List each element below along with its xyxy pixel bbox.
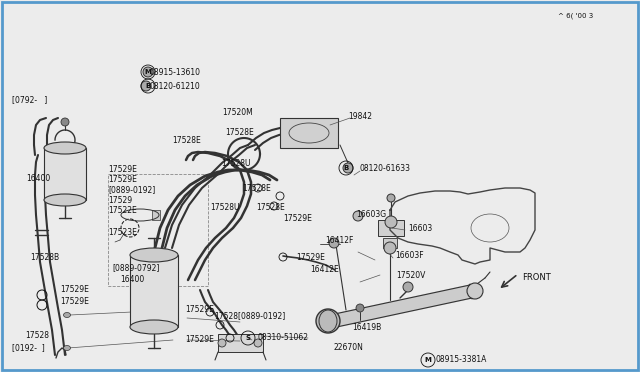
Text: 17520V: 17520V (396, 272, 426, 280)
Text: 08120-61633: 08120-61633 (360, 164, 411, 173)
Text: 16412E: 16412E (310, 266, 339, 275)
Bar (383, 238, 397, 248)
Bar (44, 148, 86, 200)
Text: 17529E: 17529E (60, 298, 89, 307)
Text: 08915-13610: 08915-13610 (150, 67, 201, 77)
Circle shape (387, 194, 395, 202)
Polygon shape (330, 285, 472, 328)
Text: 16603F: 16603F (395, 250, 424, 260)
Text: 17529E: 17529E (296, 253, 325, 263)
Text: 16419B: 16419B (352, 324, 381, 333)
Text: 17529E: 17529E (108, 164, 137, 173)
Text: 17528[0889-0192]: 17528[0889-0192] (214, 311, 285, 321)
Text: 08310-51062: 08310-51062 (258, 334, 309, 343)
Circle shape (141, 81, 151, 91)
Text: 16603: 16603 (408, 224, 432, 232)
Circle shape (385, 216, 397, 228)
Text: [0889-0792]: [0889-0792] (112, 263, 159, 273)
Bar (378, 220, 404, 236)
Text: [0192-  ]: [0192- ] (12, 343, 45, 353)
Text: 08120-61210: 08120-61210 (150, 81, 201, 90)
Circle shape (143, 67, 153, 77)
Text: 16400: 16400 (120, 276, 144, 285)
Bar (280, 118, 338, 148)
Text: 17529E: 17529E (185, 336, 214, 344)
Ellipse shape (63, 312, 70, 317)
Bar (130, 255, 178, 327)
Bar (152, 210, 160, 220)
Bar (218, 334, 263, 352)
Text: 17528E: 17528E (242, 183, 271, 192)
Text: B: B (344, 165, 349, 171)
Bar (108, 174, 208, 286)
Circle shape (343, 163, 353, 173)
Text: 17522E: 17522E (108, 205, 137, 215)
Text: 17529E: 17529E (108, 174, 137, 183)
Circle shape (467, 283, 483, 299)
Text: 17523E: 17523E (108, 228, 137, 237)
Text: 17528E: 17528E (256, 202, 285, 212)
Text: 17528U: 17528U (210, 202, 239, 212)
Text: 17528E: 17528E (225, 128, 253, 137)
Text: ^ 6( '00 3: ^ 6( '00 3 (558, 13, 593, 19)
Text: 17529E: 17529E (185, 305, 214, 314)
Text: 16603G: 16603G (356, 209, 386, 218)
Text: [0889-0192]: [0889-0192] (108, 186, 156, 195)
Ellipse shape (44, 194, 86, 206)
Text: 17529E: 17529E (60, 285, 89, 295)
Circle shape (329, 238, 339, 248)
Text: 17528B: 17528B (30, 253, 59, 263)
Text: 19842: 19842 (348, 112, 372, 121)
Text: 17520M: 17520M (222, 108, 253, 116)
Text: 17528E: 17528E (172, 135, 201, 144)
Text: FRONT: FRONT (522, 273, 551, 282)
Text: 17529: 17529 (108, 196, 132, 205)
Circle shape (316, 309, 340, 333)
Text: B: B (145, 83, 150, 89)
Text: 08915-3381A: 08915-3381A (436, 356, 488, 365)
Text: [0792-   ]: [0792- ] (12, 96, 47, 105)
Text: 17528U: 17528U (221, 158, 250, 167)
Circle shape (353, 211, 363, 221)
Ellipse shape (63, 346, 70, 350)
Text: 16400: 16400 (26, 173, 51, 183)
Circle shape (384, 242, 396, 254)
Circle shape (356, 304, 364, 312)
Text: 17529E: 17529E (283, 214, 312, 222)
Text: S: S (246, 335, 250, 341)
Text: 22670N: 22670N (334, 343, 364, 352)
Text: M: M (145, 69, 152, 75)
Ellipse shape (44, 142, 86, 154)
Ellipse shape (130, 248, 178, 262)
Text: 16412F: 16412F (325, 235, 353, 244)
Circle shape (218, 339, 226, 347)
Text: 17528: 17528 (25, 331, 49, 340)
Circle shape (254, 339, 262, 347)
Text: M: M (424, 357, 431, 363)
Circle shape (403, 282, 413, 292)
Circle shape (61, 118, 69, 126)
Ellipse shape (130, 320, 178, 334)
